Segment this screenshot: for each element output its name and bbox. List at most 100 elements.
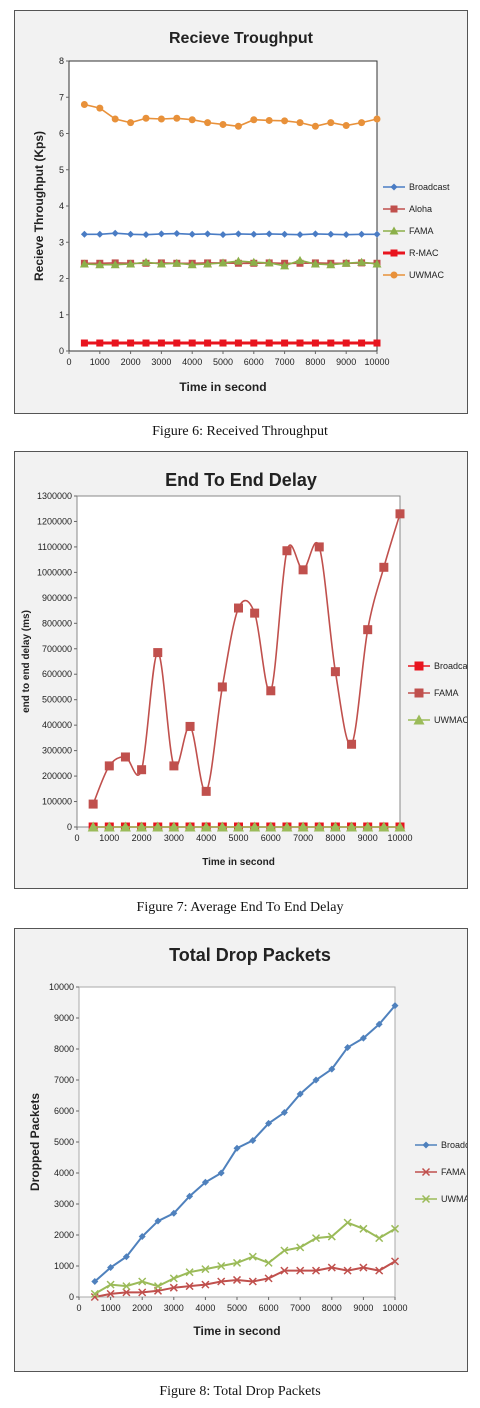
data-point xyxy=(185,1268,194,1277)
data-point xyxy=(342,122,350,130)
data-point xyxy=(153,648,163,658)
x-tick-label: 4000 xyxy=(196,833,216,843)
data-point xyxy=(201,786,211,796)
legend-item-broadcast: Broadcast xyxy=(408,661,467,671)
data-point xyxy=(313,821,325,832)
y-tick-label: 2000 xyxy=(54,1230,74,1240)
y-tick-label: 300000 xyxy=(42,746,72,756)
data-point xyxy=(106,1289,115,1298)
data-point xyxy=(200,821,212,832)
y-tick-label: 9000 xyxy=(54,1013,74,1023)
figure-7-caption: Figure 7: Average End To End Delay xyxy=(136,900,344,915)
data-point xyxy=(281,117,289,125)
data-point xyxy=(216,821,228,832)
data-point xyxy=(111,115,119,123)
data-point xyxy=(264,258,274,267)
data-point xyxy=(359,1034,367,1042)
data-point xyxy=(119,821,131,832)
data-point xyxy=(344,1043,352,1051)
data-point xyxy=(250,339,258,347)
data-point xyxy=(343,1218,352,1227)
data-point xyxy=(264,1274,273,1283)
chart-title: End To End Delay xyxy=(165,470,317,490)
data-point xyxy=(357,257,367,266)
data-point xyxy=(346,821,358,832)
data-point xyxy=(295,255,305,264)
x-tick-label: 2000 xyxy=(132,833,152,843)
series-line xyxy=(84,259,378,267)
legend-item-r-mac: R-MAC xyxy=(383,248,439,258)
data-point xyxy=(142,231,150,239)
data-point xyxy=(372,259,382,268)
data-point xyxy=(106,1280,115,1289)
y-tick-label: 700000 xyxy=(42,644,72,654)
data-point xyxy=(127,339,135,347)
data-point xyxy=(142,114,150,122)
data-point xyxy=(296,1243,305,1252)
y-tick-label: 3000 xyxy=(54,1199,74,1209)
legend-swatch-marker xyxy=(390,271,398,279)
data-point xyxy=(265,339,273,347)
data-point xyxy=(391,1002,399,1010)
y-tick-label: 1 xyxy=(59,310,64,320)
x-tick-label: 2000 xyxy=(121,357,141,367)
y-tick-label: 6000 xyxy=(54,1106,74,1116)
data-point xyxy=(264,1258,273,1267)
data-point xyxy=(281,339,289,347)
data-point xyxy=(103,821,115,832)
x-tick-label: 3000 xyxy=(151,357,171,367)
data-point xyxy=(248,1252,257,1261)
data-point xyxy=(314,542,324,552)
data-point xyxy=(104,761,114,771)
data-point xyxy=(343,1266,352,1275)
x-tick-label: 1000 xyxy=(101,1303,121,1313)
data-point xyxy=(249,821,261,832)
data-point xyxy=(141,257,151,266)
data-point xyxy=(342,339,350,347)
data-point xyxy=(328,1065,336,1073)
y-tick-label: 1300000 xyxy=(37,491,72,501)
data-point xyxy=(390,1224,400,1233)
legend-swatch-marker xyxy=(421,1167,431,1177)
data-point xyxy=(362,821,374,832)
legend-item-broadcast: Broadcast xyxy=(383,182,450,192)
x-tick-label: 6000 xyxy=(259,1303,279,1313)
data-point xyxy=(126,259,136,268)
data-point xyxy=(152,821,164,832)
data-point xyxy=(311,1266,321,1275)
x-tick-label: 0 xyxy=(74,833,79,843)
y-tick-label: 7 xyxy=(59,92,64,102)
data-point xyxy=(185,1282,194,1291)
data-point xyxy=(266,686,276,696)
legend-label: R-MAC xyxy=(409,248,439,258)
data-point xyxy=(142,339,150,347)
data-point xyxy=(233,821,244,832)
data-point xyxy=(169,761,179,771)
data-point xyxy=(327,119,335,127)
data-point xyxy=(248,1277,257,1286)
data-point xyxy=(87,821,99,832)
data-point xyxy=(265,116,273,124)
data-point xyxy=(281,230,289,238)
data-point xyxy=(204,230,212,238)
data-point xyxy=(107,1264,115,1272)
legend-label: UWMAC xyxy=(409,270,444,280)
data-point xyxy=(153,1282,163,1291)
data-point xyxy=(172,258,182,267)
data-point xyxy=(265,230,273,238)
legend-item-fama: FAMA xyxy=(408,688,459,698)
figure-8-panel: Total Drop Packets 0 1000 2000 3000 4000 5000 6… xyxy=(14,928,468,1372)
data-point xyxy=(232,1275,242,1284)
legend-swatch-marker xyxy=(413,714,425,725)
data-point xyxy=(187,260,197,269)
legend-swatch-marker xyxy=(390,183,398,191)
data-point xyxy=(296,119,304,127)
data-point xyxy=(234,122,242,130)
plot-area xyxy=(76,495,401,828)
data-point xyxy=(375,1020,383,1028)
legend-label: FAMA xyxy=(441,1167,466,1177)
y-tick-label: 8000 xyxy=(54,1044,74,1054)
data-point xyxy=(154,1217,162,1225)
y-tick-label: 0 xyxy=(59,346,64,356)
data-point xyxy=(250,608,260,618)
